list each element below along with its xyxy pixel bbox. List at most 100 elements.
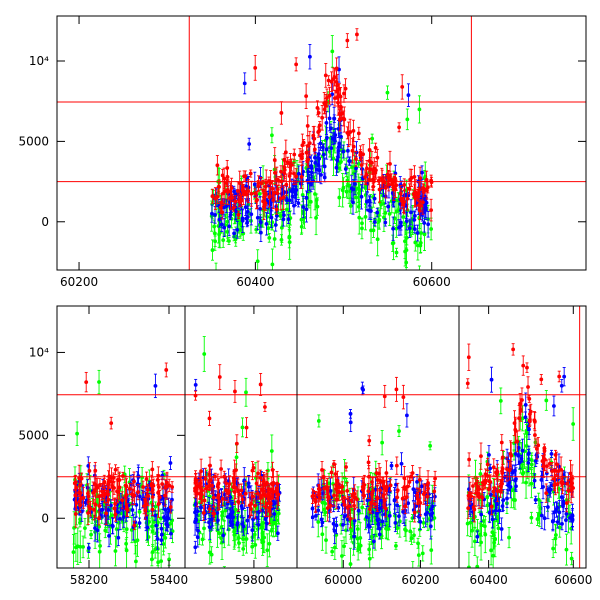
data-point-red [343,86,348,91]
data-point-green [150,524,154,529]
data-point-green [97,380,101,384]
subpanel: 59800 [184,305,298,587]
data-point-blue [110,523,115,528]
data-point-green [135,538,140,543]
data-point-red [312,147,317,152]
data-point-blue [391,191,395,196]
data-point-red [402,200,407,204]
data-point-red [255,197,260,202]
data-point-green [240,425,245,430]
data-point-blue [273,223,278,227]
data-point-green [103,528,108,533]
data-point-blue [260,508,265,513]
data-point-green [227,239,231,243]
data-point-green [348,204,353,208]
data-point-red [282,171,287,176]
data-point-red [93,502,98,507]
data-point-red [78,483,83,488]
data-point-red [322,107,327,112]
reference-lines [57,394,185,478]
data-point-red [117,478,122,482]
data-point-red [394,183,399,188]
data-point-red [77,499,82,504]
data-point-red [73,493,78,498]
data-point-blue [318,141,323,146]
data-point-blue [227,224,232,229]
data-point-blue [155,537,160,541]
data-point-green [167,557,172,562]
data-point-blue [324,120,329,125]
data-point-green [270,262,275,267]
data-point-green [71,550,76,554]
data-point-red [281,195,286,200]
data-point-blue [367,199,372,204]
data-point-red [261,188,266,193]
data-point-green [418,240,423,245]
data-point-red [106,492,110,497]
data-point-red [424,177,429,182]
data-point-green [257,192,262,196]
data-point-red [294,174,299,179]
data-point-blue [130,508,135,512]
data-point-blue [424,200,429,205]
data-point-green [299,224,304,229]
data-point-red [393,176,398,181]
data-point-blue [399,223,403,228]
data-point-red [163,493,167,498]
data-point-red [380,177,385,182]
data-point-blue [336,127,341,131]
data-point-red [429,208,433,213]
data-point-green [75,431,80,436]
data-point-green [210,248,215,252]
data-point-green [357,215,362,220]
data-point-green [156,520,160,525]
y-tick-label: 0 [41,511,49,525]
data-point-red [213,196,218,201]
data-point-red [351,128,356,133]
y-tick-label: 5000 [18,428,49,442]
data-point-green [314,215,318,220]
data-point-blue [168,461,173,465]
data-point-blue [252,182,257,187]
data-point-red [398,191,403,196]
data-point-red [160,482,165,486]
data-point-red [351,144,356,149]
data-point-blue [292,203,296,208]
data-point-green [140,475,145,480]
data-point-red [282,168,287,172]
data-point-blue [137,494,142,499]
data-point-blue [275,531,280,536]
data-point-green [254,227,259,232]
data-point-blue [230,501,234,506]
data-point-green [261,539,266,544]
data-point-red [113,502,118,506]
data-point-red [256,184,261,189]
data-point-red [236,189,240,193]
data-point-blue [217,217,222,222]
data-point-red [337,112,342,116]
data-point-blue [316,152,321,156]
data-point-blue [286,217,291,222]
data-point-blue [372,196,377,201]
data-point-red [246,189,251,194]
data-point-blue [339,134,343,139]
data-point-green [274,518,279,523]
data-point-blue [193,545,198,550]
data-point-blue [232,231,236,236]
data-point-green [124,527,129,532]
data-point-red [222,189,227,194]
data-point-blue [245,209,250,214]
data-point-red [304,94,309,99]
data-point-green [200,537,205,542]
data-point-red [316,110,321,115]
data-point-green [270,220,275,225]
data-point-blue [301,205,306,209]
data-point-red [164,368,169,372]
top-panel: 60200 60400 60600 0 5000 10⁴ [18,15,587,289]
data-point-red [144,477,149,481]
data-point-red [386,175,391,180]
data-point-red [145,488,150,492]
data-point-red [170,485,175,489]
data-point-green [270,133,274,138]
